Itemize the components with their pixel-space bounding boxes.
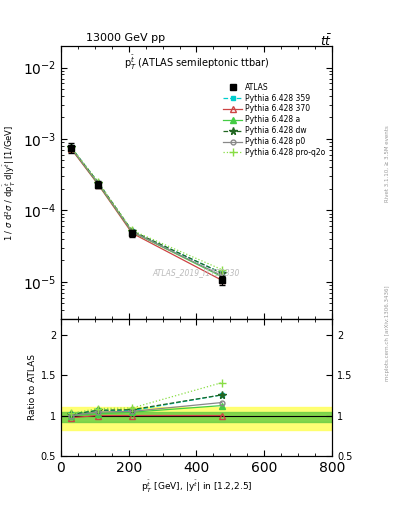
Text: 13000 GeV pp: 13000 GeV pp — [86, 33, 165, 44]
Y-axis label: 1 / $\sigma$ d$^2\sigma$ / dp$_T^{\bar{t}}$ d|y$^{\bar{t}}$| [1/GeV]: 1 / $\sigma$ d$^2\sigma$ / dp$_T^{\bar{t… — [2, 124, 18, 241]
Text: Rivet 3.1.10, ≥ 3.5M events: Rivet 3.1.10, ≥ 3.5M events — [385, 125, 390, 202]
Text: mcplots.cern.ch [arXiv:1306.3436]: mcplots.cern.ch [arXiv:1306.3436] — [385, 285, 390, 380]
Text: p$_T^{\bar{t}}$ (ATLAS semileptonic ttbar): p$_T^{\bar{t}}$ (ATLAS semileptonic ttba… — [124, 54, 269, 73]
X-axis label: p$_T^{\bar{t}}$ [GeV], |y$^{\bar{t}}$| in [1.2,2.5]: p$_T^{\bar{t}}$ [GeV], |y$^{\bar{t}}$| i… — [141, 479, 252, 495]
Y-axis label: Ratio to ATLAS: Ratio to ATLAS — [28, 354, 37, 420]
Text: ATLAS_2019_I1750330: ATLAS_2019_I1750330 — [153, 268, 240, 277]
Text: $t\bar{t}$: $t\bar{t}$ — [320, 33, 332, 49]
Legend: ATLAS, Pythia 6.428 359, Pythia 6.428 370, Pythia 6.428 a, Pythia 6.428 dw, Pyth: ATLAS, Pythia 6.428 359, Pythia 6.428 37… — [223, 82, 325, 157]
